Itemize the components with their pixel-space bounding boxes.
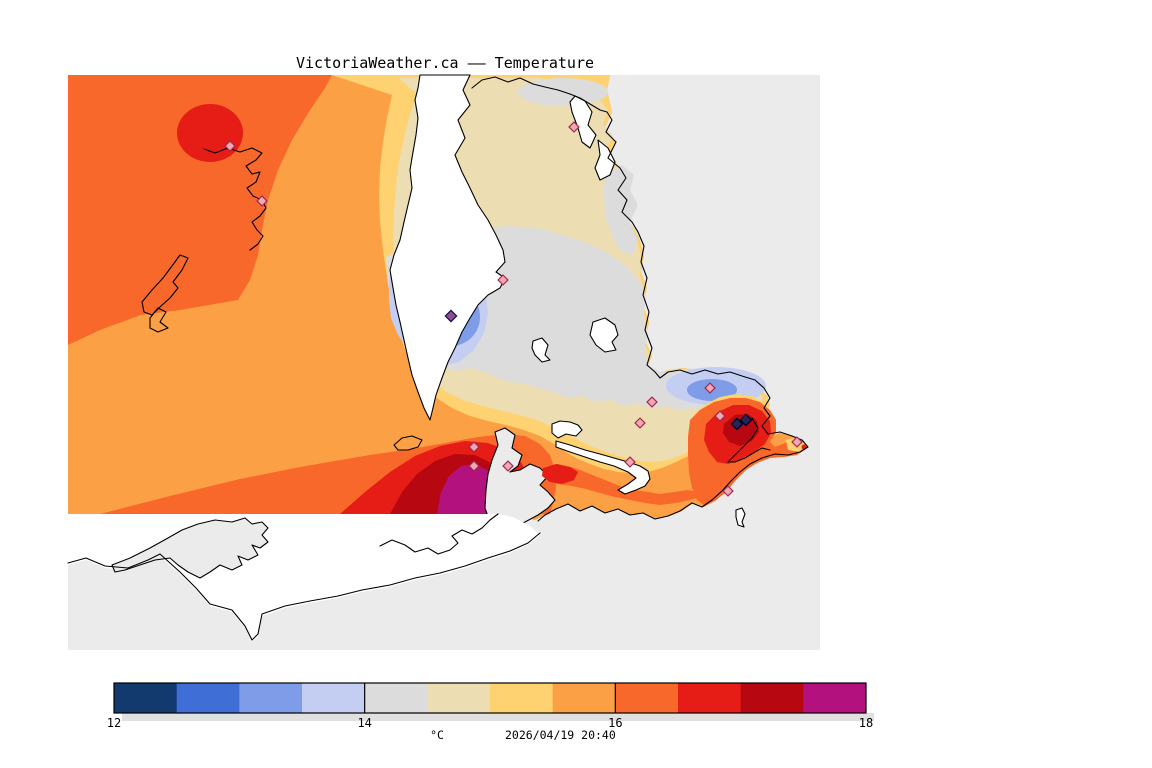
coastline-oak-bay xyxy=(727,417,771,463)
station-marker-pink xyxy=(624,456,636,468)
trial-island xyxy=(735,507,746,528)
colorbar-segments xyxy=(114,683,867,713)
colorbar-segment xyxy=(114,683,178,713)
colorbar-tick-label: 14 xyxy=(357,716,371,730)
colorbar-shadow xyxy=(122,713,874,721)
station-marker-dark xyxy=(739,413,753,427)
colorbar-segment xyxy=(490,683,554,713)
station-marker-pink xyxy=(568,121,580,133)
coastline-south-shore xyxy=(379,513,499,555)
map-plot xyxy=(67,74,820,650)
station-marker-pink xyxy=(224,140,236,152)
colorbar-tick-label: 12 xyxy=(107,716,121,730)
coastline-peninsula-east xyxy=(471,76,809,522)
station-marker-pink xyxy=(714,410,726,422)
colorbar-segment xyxy=(615,683,679,713)
map-title: VictoriaWeather.ca —— Temperature xyxy=(296,54,594,72)
elk-lake xyxy=(589,317,619,353)
colorbar-tick-label: 16 xyxy=(608,716,622,730)
station-marker-pink xyxy=(502,460,514,472)
unit-label: °C xyxy=(430,728,444,742)
station-marker-blue xyxy=(444,309,458,323)
colorbar-segment xyxy=(302,683,366,713)
dungeness-land xyxy=(111,517,269,579)
northeast-inlet-1 xyxy=(569,95,597,149)
coastline-olympic xyxy=(67,532,541,641)
temp-red-wedge-harbour xyxy=(542,464,578,484)
colorbar-border xyxy=(113,682,867,714)
station-marker-pink xyxy=(468,441,480,453)
colorbar-segment xyxy=(364,683,428,713)
station-marker-pink xyxy=(791,436,803,448)
station-marker-pink xyxy=(497,274,509,286)
colorbar: 12 14 16 18 °C 2026/04/19 20:40 xyxy=(107,682,874,742)
coastline-sooke xyxy=(203,147,267,251)
colorbar-segment xyxy=(239,683,303,713)
colorbar-tick-label: 18 xyxy=(859,716,873,730)
prospect-lake xyxy=(531,337,551,363)
timestamp-label: 2026/04/19 20:40 xyxy=(505,728,616,742)
esquimalt-harbour-water xyxy=(551,420,583,439)
colorbar-segment xyxy=(176,683,240,713)
colorbar-segment xyxy=(678,683,742,713)
temp-coastal-orange xyxy=(538,464,700,505)
saanich-inlet-water xyxy=(389,74,506,421)
colorbar-segment xyxy=(740,683,804,713)
colorbar-ticks: 12 14 16 18 xyxy=(107,683,873,730)
colorbar-segment xyxy=(803,683,867,713)
station-marker-pink xyxy=(468,460,480,472)
island-outline-race xyxy=(393,435,423,451)
colorbar-segment xyxy=(552,683,616,713)
colorbar-segment xyxy=(427,683,491,713)
station-marker-pink xyxy=(256,195,268,207)
station-marker-pink xyxy=(634,417,646,429)
island-outline-west-2 xyxy=(149,307,169,333)
gorge-channel-water xyxy=(555,440,651,495)
station-marker-pink xyxy=(704,382,716,394)
station-marker-dark xyxy=(730,417,744,431)
temp-region-nw-16 xyxy=(68,75,332,345)
temp-gray-patch-east xyxy=(604,165,638,255)
temp-hotspot-nw-red xyxy=(177,104,243,162)
station-marker-pink xyxy=(646,396,658,408)
temp-sw-magenta xyxy=(437,464,500,514)
station-marker-pink xyxy=(722,485,734,497)
northeast-inlet-2 xyxy=(594,139,616,181)
station-markers-layer xyxy=(224,121,803,497)
